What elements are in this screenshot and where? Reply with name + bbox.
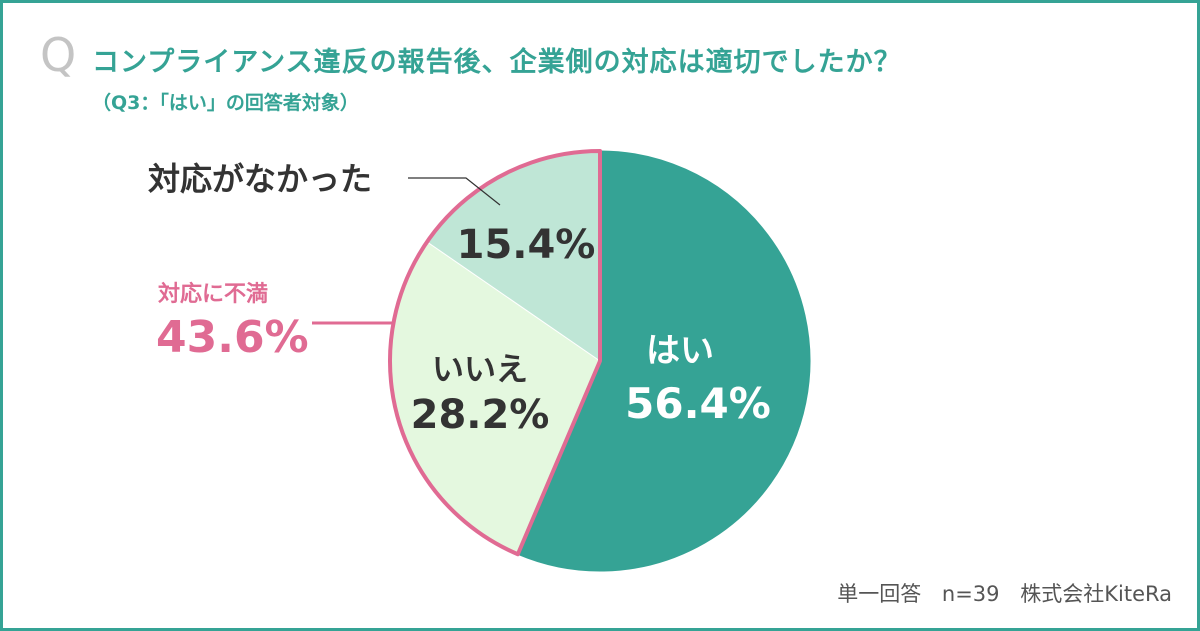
- leader-line-no-response: [408, 177, 501, 206]
- slice-value-no: 28.2%: [411, 392, 550, 438]
- pie-slice-yes: [517, 150, 811, 572]
- slice-label-no: いいえ: [432, 350, 528, 388]
- answer-type: 単一回答: [837, 582, 922, 606]
- slice-value-no-response: 15.4%: [457, 222, 596, 268]
- question-mark-label: Q: [40, 28, 77, 82]
- dissatisfied-outline: [388, 149, 602, 557]
- sample-size: n=39: [941, 582, 1000, 606]
- slice-value-yes: 56.4%: [625, 379, 771, 428]
- chart-subtitle: （Q3：「はい」の回答者対象）: [92, 92, 359, 114]
- pie-slices: [389, 150, 811, 572]
- chart-footer: 単一回答 n=39 株式会社KiteRa: [823, 578, 1172, 608]
- dissatisfied-group-outline: [388, 149, 602, 557]
- slice-label-yes: はい: [646, 331, 714, 371]
- chart-title: コンプライアンス違反の報告後、企業側の対応は適切でしたか？: [92, 47, 902, 78]
- group-label-dissatisfied: 対応に不満: [158, 281, 268, 307]
- source-credit: 株式会社KiteRa: [1020, 582, 1172, 606]
- group-value-dissatisfied: 43.6%: [156, 312, 309, 363]
- slice-label-no-response: 対応がなかった: [148, 160, 372, 198]
